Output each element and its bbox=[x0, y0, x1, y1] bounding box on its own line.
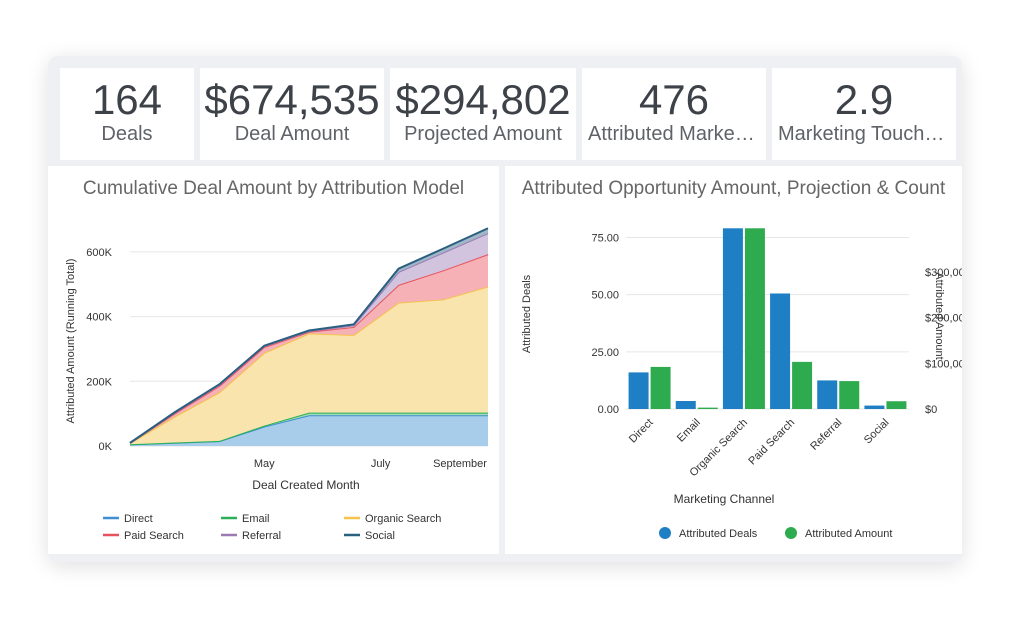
y2-tick-label: $100,000 bbox=[925, 358, 962, 370]
legend-item[interactable]: Social bbox=[344, 530, 395, 542]
y-axis-label: Attributed Deals bbox=[521, 274, 533, 353]
kpi-value: 164 bbox=[91, 76, 163, 123]
bar-attributed-deals[interactable] bbox=[628, 372, 649, 409]
legend-item[interactable]: Email bbox=[221, 513, 270, 525]
y-tick-label: 50.00 bbox=[591, 290, 619, 302]
bar-attributed-deals[interactable] bbox=[817, 380, 838, 409]
kpi-label: Deal Amount bbox=[234, 123, 350, 145]
x-tick-label: Referral bbox=[808, 417, 844, 453]
bar-attributed-amount[interactable] bbox=[697, 407, 718, 409]
legend-label: Paid Search bbox=[124, 530, 184, 542]
dashboard-card: 164 Deals $674,535 Deal Amount $294,802 … bbox=[48, 56, 962, 562]
y-tick-label: 25.00 bbox=[591, 347, 619, 359]
bar-chart-panel: Attributed Opportunity Amount, Projectio… bbox=[505, 166, 962, 554]
bar-attributed-deals[interactable] bbox=[675, 400, 696, 409]
legend-label: Referral bbox=[242, 530, 281, 542]
y-tick-label: 75.00 bbox=[591, 232, 619, 244]
kpi-attributed-marketing[interactable]: 476 Attributed Marketi… bbox=[582, 68, 766, 160]
legend-label: Email bbox=[242, 513, 270, 525]
x-tick-label: Social bbox=[862, 417, 892, 447]
legend-item[interactable]: Attributed Deals bbox=[659, 527, 758, 540]
kpi-value: $294,802 bbox=[395, 76, 571, 123]
bar-attributed-deals[interactable] bbox=[770, 293, 791, 409]
area-series-referral[interactable] bbox=[130, 233, 488, 443]
kpi-deal-amount[interactable]: $674,535 Deal Amount bbox=[200, 68, 384, 160]
kpi-label: Projected Amount bbox=[404, 123, 562, 145]
legend-item[interactable]: Attributed Amount bbox=[785, 527, 892, 540]
area-series-line bbox=[129, 227, 489, 444]
chart-title: Attributed Opportunity Amount, Projectio… bbox=[521, 178, 946, 199]
legend-item[interactable]: Referral bbox=[221, 530, 281, 542]
legend-label: Attributed Amount bbox=[805, 528, 892, 540]
bar-attributed-deals[interactable] bbox=[864, 405, 885, 409]
area-chart-panel: Cumulative Deal Amount by Attribution Mo… bbox=[48, 166, 499, 554]
x-tick-label: Direct bbox=[627, 417, 656, 446]
y-axis-label: Attributed Amount (Running Total) bbox=[65, 259, 77, 424]
y-tick-label: 600K bbox=[86, 247, 112, 259]
kpi-label: Attributed Marketi… bbox=[588, 123, 765, 145]
y-tick-label: 400K bbox=[86, 312, 112, 324]
y2-tick-label: $300,000 bbox=[925, 267, 962, 279]
bar-attributed-deals[interactable] bbox=[722, 228, 743, 409]
y-tick-label: 200K bbox=[86, 376, 112, 388]
y2-tick-label: $200,000 bbox=[925, 313, 962, 325]
kpi-label: Marketing Touche… bbox=[778, 123, 956, 145]
area-series-direct[interactable] bbox=[130, 415, 488, 446]
legend-item[interactable]: Direct bbox=[103, 513, 153, 525]
area-chart: 0K 200K 400K 600K May July September Attribut… bbox=[65, 227, 489, 542]
kpi-value: $674,535 bbox=[204, 76, 380, 123]
kpi-marketing-touches[interactable]: 2.9 Marketing Touche… bbox=[772, 68, 956, 160]
bar-attributed-amount[interactable] bbox=[792, 361, 813, 409]
y2-tick-label: $0 bbox=[925, 404, 937, 416]
legend-label: Direct bbox=[124, 513, 153, 525]
x-tick-label: Email bbox=[675, 417, 703, 445]
y-tick-label: 0.00 bbox=[598, 404, 619, 416]
x-axis-label: Deal Created Month bbox=[252, 478, 359, 492]
bar-attributed-amount[interactable] bbox=[744, 228, 765, 409]
bar-attributed-amount[interactable] bbox=[886, 401, 907, 409]
area-series-organic-search[interactable] bbox=[130, 286, 488, 445]
legend-item[interactable]: Organic Search bbox=[344, 513, 441, 525]
legend-swatch bbox=[659, 527, 671, 539]
kpi-deals[interactable]: 164 Deals bbox=[60, 68, 194, 160]
legend-item[interactable]: Paid Search bbox=[103, 530, 184, 542]
kpi-label: Deals bbox=[101, 123, 153, 145]
bar-chart: 0.00 25.00 50.00 75.00 $0 $100,000 $200,000 $3… bbox=[521, 228, 962, 540]
kpi-value: 476 bbox=[638, 76, 710, 123]
legend-label: Attributed Deals bbox=[679, 528, 758, 540]
legend-label: Organic Search bbox=[365, 513, 441, 525]
bar-attributed-amount[interactable] bbox=[650, 366, 671, 409]
x-tick-label: September bbox=[433, 458, 487, 470]
y-tick-label: 0K bbox=[99, 441, 113, 453]
x-tick-label: July bbox=[371, 458, 391, 470]
kpi-value: 2.9 bbox=[834, 76, 894, 123]
bar-attributed-amount[interactable] bbox=[839, 381, 860, 409]
kpi-projected-amount[interactable]: $294,802 Projected Amount bbox=[390, 68, 576, 160]
legend-label: Social bbox=[365, 530, 395, 542]
area-series-paid-search[interactable] bbox=[130, 254, 488, 444]
chart-title: Cumulative Deal Amount by Attribution Mo… bbox=[82, 178, 465, 199]
x-tick-label: May bbox=[254, 458, 275, 470]
x-axis-label: Marketing Channel bbox=[674, 492, 775, 506]
legend-swatch bbox=[785, 527, 797, 539]
y2-axis-label: Attributed Amount bbox=[933, 272, 945, 359]
x-tick-label: Paid Search bbox=[746, 417, 797, 468]
